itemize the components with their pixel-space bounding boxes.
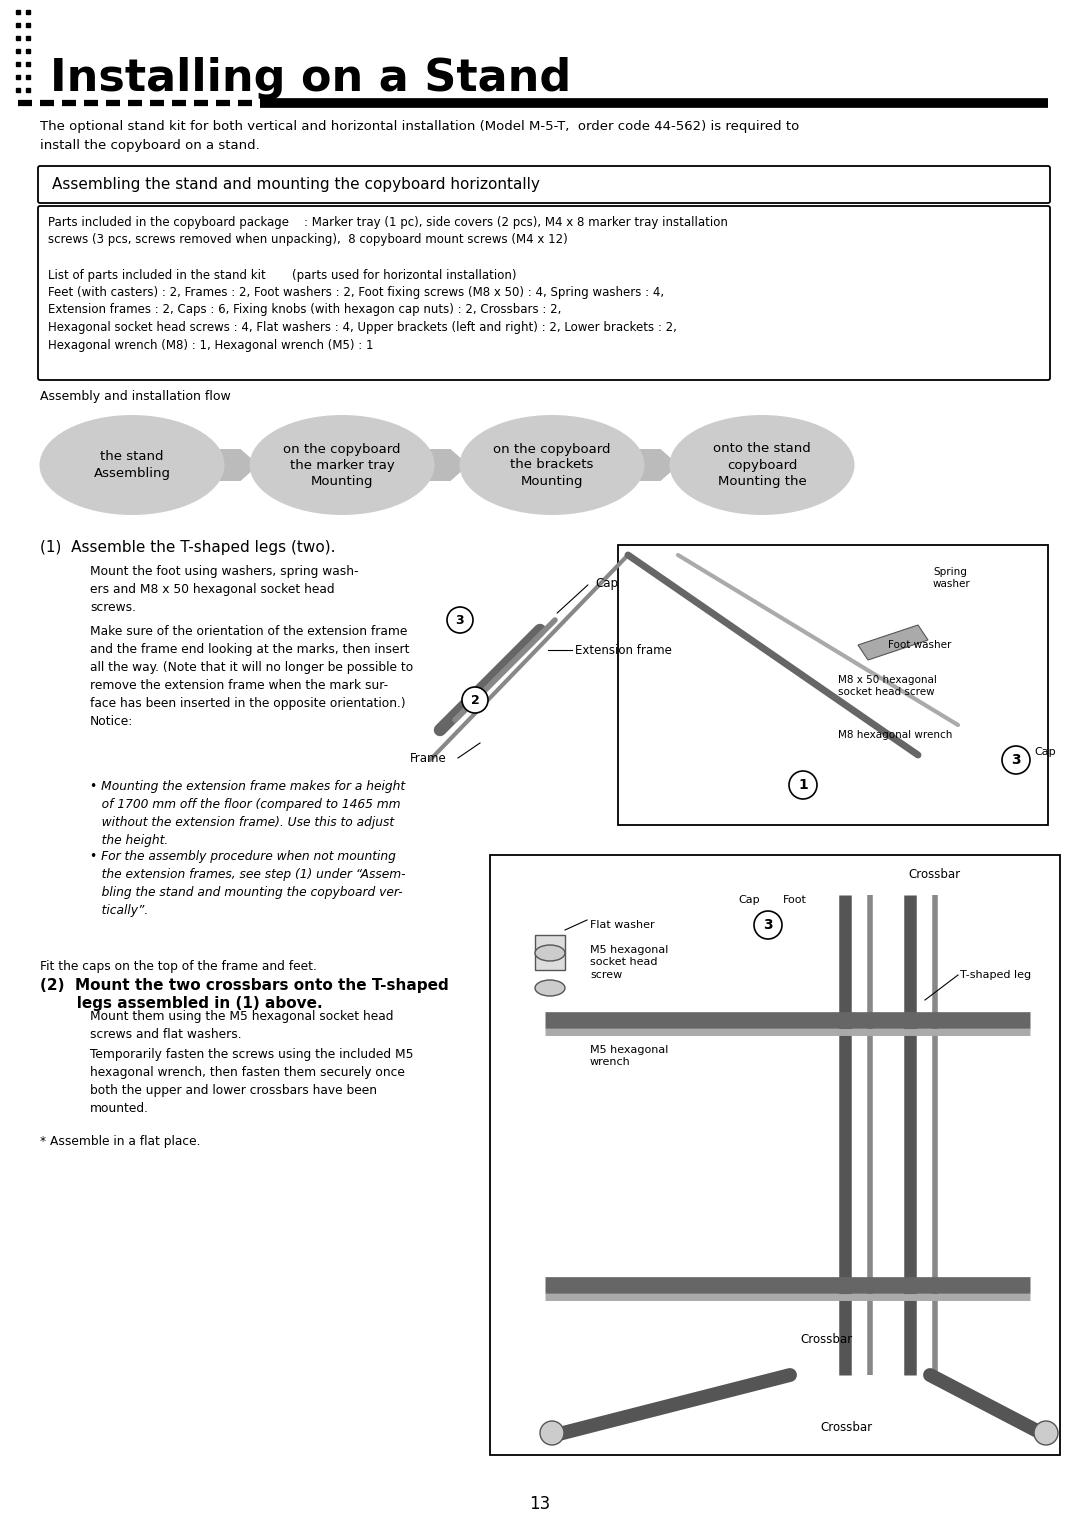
Text: M8 x 50 hexagonal
socket head screw: M8 x 50 hexagonal socket head screw bbox=[838, 674, 936, 697]
Text: M8 hexagonal wrench: M8 hexagonal wrench bbox=[838, 729, 953, 740]
Text: M5 hexagonal
wrench: M5 hexagonal wrench bbox=[590, 1045, 669, 1067]
Text: Hexagonal socket head screws : 4, Flat washers : 4, Upper brackets (left and rig: Hexagonal socket head screws : 4, Flat w… bbox=[48, 320, 677, 334]
Text: the stand: the stand bbox=[100, 450, 164, 464]
Ellipse shape bbox=[459, 415, 645, 514]
Text: Crossbar: Crossbar bbox=[800, 1334, 852, 1346]
Bar bbox=[490, 855, 1059, 1454]
Text: • For the assembly procedure when not mounting
   the extension frames, see step: • For the assembly procedure when not mo… bbox=[90, 850, 405, 917]
Text: Mount the foot using washers, spring wash-
ers and M8 x 50 hexagonal socket head: Mount the foot using washers, spring was… bbox=[90, 565, 359, 613]
Ellipse shape bbox=[40, 415, 225, 514]
Text: Assembling the stand and mounting the copyboard horizontally: Assembling the stand and mounting the co… bbox=[52, 177, 540, 192]
Text: on the copyboard: on the copyboard bbox=[494, 443, 611, 455]
Text: (2)  Mount the two crossbars onto the T-shaped: (2) Mount the two crossbars onto the T-s… bbox=[40, 978, 449, 993]
Ellipse shape bbox=[249, 415, 434, 514]
Bar bbox=[618, 545, 1048, 826]
Circle shape bbox=[789, 771, 816, 800]
Circle shape bbox=[1034, 1421, 1058, 1445]
Circle shape bbox=[462, 687, 488, 713]
Text: Assembly and installation flow: Assembly and installation flow bbox=[40, 391, 231, 403]
Text: Crossbar: Crossbar bbox=[908, 868, 960, 882]
Text: Crossbar: Crossbar bbox=[820, 1421, 873, 1434]
Text: Hexagonal wrench (M8) : 1, Hexagonal wrench (M5) : 1: Hexagonal wrench (M8) : 1, Hexagonal wre… bbox=[48, 339, 374, 351]
Text: screws (3 pcs, screws removed when unpacking),  8 copyboard mount screws (M4 x 1: screws (3 pcs, screws removed when unpac… bbox=[48, 233, 568, 247]
Polygon shape bbox=[430, 449, 469, 481]
Polygon shape bbox=[219, 449, 258, 481]
FancyBboxPatch shape bbox=[38, 206, 1050, 380]
Text: Spring
washer: Spring washer bbox=[933, 568, 971, 589]
Text: 3: 3 bbox=[456, 613, 464, 627]
Text: Cap: Cap bbox=[595, 577, 618, 589]
Text: Mounting the: Mounting the bbox=[717, 475, 807, 487]
Text: (1)  Assemble the T-shaped legs (two).: (1) Assemble the T-shaped legs (two). bbox=[40, 540, 336, 555]
Text: Flat washer: Flat washer bbox=[590, 920, 654, 929]
Text: 3: 3 bbox=[764, 919, 773, 932]
Text: M5 hexagonal
socket head
screw: M5 hexagonal socket head screw bbox=[590, 945, 669, 980]
Circle shape bbox=[540, 1421, 564, 1445]
Bar bbox=[535, 935, 565, 971]
Text: * Assemble in a flat place.: * Assemble in a flat place. bbox=[40, 1135, 201, 1148]
Text: T-shaped leg: T-shaped leg bbox=[960, 971, 1031, 980]
Text: Mount them using the M5 hexagonal socket head
screws and flat washers.: Mount them using the M5 hexagonal socket… bbox=[90, 1010, 393, 1041]
Text: Parts included in the copyboard package    : Marker tray (1 pc), side covers (2 : Parts included in the copyboard package … bbox=[48, 217, 728, 229]
Text: Feet (with casters) : 2, Frames : 2, Foot washers : 2, Foot fixing screws (M8 x : Feet (with casters) : 2, Frames : 2, Foo… bbox=[48, 285, 664, 299]
Text: Make sure of the orientation of the extension frame
and the frame end looking at: Make sure of the orientation of the exte… bbox=[90, 626, 414, 728]
Text: Extension frame: Extension frame bbox=[575, 644, 672, 656]
Text: Assembling: Assembling bbox=[94, 467, 171, 479]
FancyBboxPatch shape bbox=[38, 166, 1050, 203]
Text: Foot: Foot bbox=[783, 896, 807, 905]
Text: List of parts included in the stand kit       (parts used for horizontal install: List of parts included in the stand kit … bbox=[48, 269, 516, 281]
Text: Frame: Frame bbox=[410, 751, 447, 765]
Text: Foot washer: Foot washer bbox=[888, 639, 951, 650]
Polygon shape bbox=[639, 449, 678, 481]
Text: 13: 13 bbox=[529, 1495, 551, 1512]
Text: Cap: Cap bbox=[738, 896, 759, 905]
Ellipse shape bbox=[535, 945, 565, 961]
Text: 1: 1 bbox=[798, 778, 808, 792]
Text: 3: 3 bbox=[1011, 752, 1021, 768]
Text: Mounting: Mounting bbox=[311, 475, 374, 487]
Text: 2: 2 bbox=[471, 693, 480, 707]
Text: Temporarily fasten the screws using the included M5
hexagonal wrench, then faste: Temporarily fasten the screws using the … bbox=[90, 1048, 414, 1116]
Polygon shape bbox=[858, 626, 928, 661]
Text: The optional stand kit for both vertical and horizontal installation (Model M-5-: The optional stand kit for both vertical… bbox=[40, 121, 799, 151]
Text: Fit the caps on the top of the frame and feet.: Fit the caps on the top of the frame and… bbox=[40, 960, 316, 974]
Text: the brackets: the brackets bbox=[511, 458, 594, 472]
Text: onto the stand: onto the stand bbox=[713, 443, 811, 455]
Text: • Mounting the extension frame makes for a height
   of 1700 mm off the floor (c: • Mounting the extension frame makes for… bbox=[90, 780, 405, 847]
Circle shape bbox=[1002, 746, 1030, 774]
Text: Installing on a Stand: Installing on a Stand bbox=[50, 56, 571, 99]
Text: legs assembled in (1) above.: legs assembled in (1) above. bbox=[40, 996, 323, 1012]
Ellipse shape bbox=[670, 415, 854, 514]
Text: Cap: Cap bbox=[1034, 748, 1055, 757]
Circle shape bbox=[447, 607, 473, 633]
Text: copyboard: copyboard bbox=[727, 458, 797, 472]
Text: Mounting: Mounting bbox=[521, 475, 583, 487]
Text: Extension frames : 2, Caps : 6, Fixing knobs (with hexagon cap nuts) : 2, Crossb: Extension frames : 2, Caps : 6, Fixing k… bbox=[48, 304, 562, 316]
Text: the marker tray: the marker tray bbox=[289, 458, 394, 472]
Ellipse shape bbox=[535, 980, 565, 996]
Text: on the copyboard: on the copyboard bbox=[283, 443, 401, 455]
Circle shape bbox=[754, 911, 782, 938]
